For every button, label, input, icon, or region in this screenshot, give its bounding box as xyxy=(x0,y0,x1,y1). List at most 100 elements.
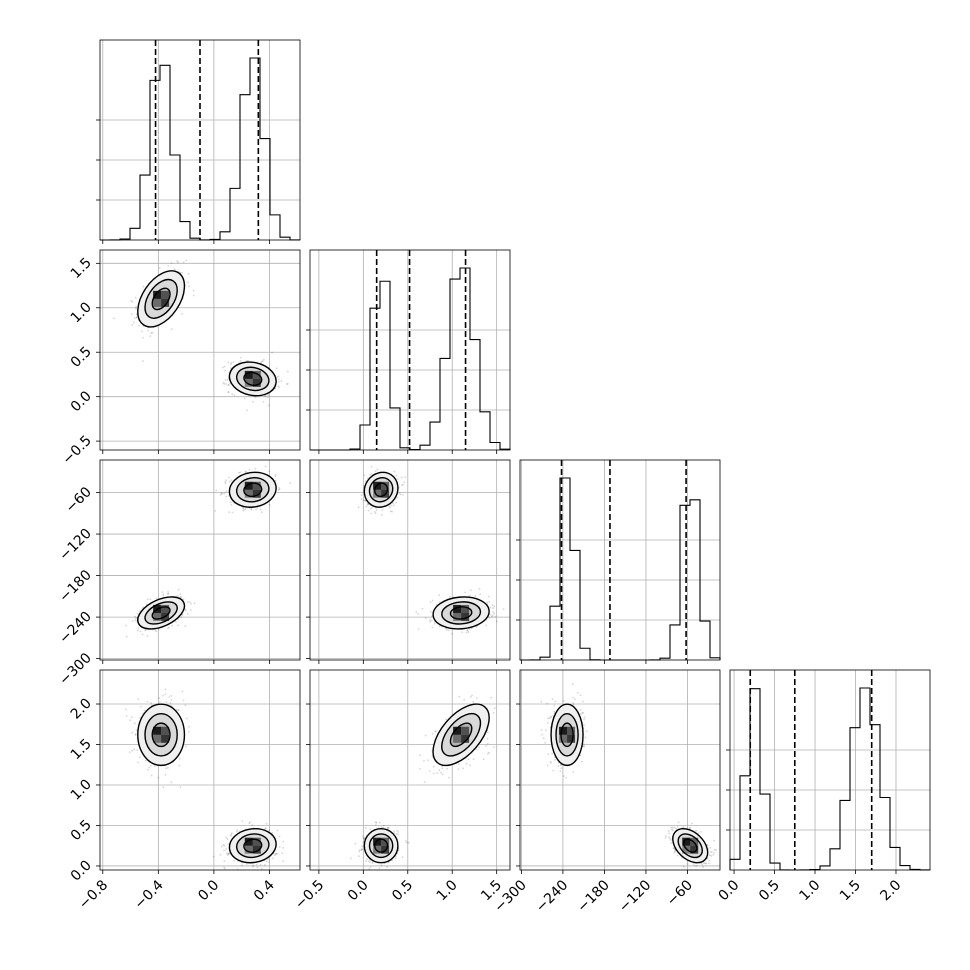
point xyxy=(486,601,488,603)
point xyxy=(397,833,399,835)
point xyxy=(572,702,574,704)
density-cell xyxy=(373,490,381,498)
point xyxy=(278,378,280,380)
point xyxy=(375,512,377,514)
point xyxy=(182,614,184,616)
point xyxy=(552,770,554,772)
scatter-panel-3-4 xyxy=(520,670,720,872)
point xyxy=(375,824,377,826)
point xyxy=(558,765,560,767)
point xyxy=(230,502,232,504)
point xyxy=(372,862,374,864)
point xyxy=(149,335,151,337)
point xyxy=(142,337,144,339)
point xyxy=(381,865,383,867)
point xyxy=(231,393,233,395)
point xyxy=(231,832,233,834)
point xyxy=(168,593,170,595)
scatter-panel-2-3 xyxy=(310,460,513,660)
point xyxy=(586,730,588,732)
point xyxy=(469,595,471,597)
panel-content xyxy=(100,460,300,660)
point xyxy=(488,601,490,603)
point xyxy=(142,360,144,362)
point xyxy=(479,588,481,590)
point xyxy=(478,747,480,749)
point xyxy=(583,719,585,721)
point xyxy=(143,286,145,288)
point xyxy=(125,709,127,711)
point xyxy=(417,613,419,615)
point xyxy=(440,772,442,774)
point xyxy=(220,854,222,856)
point xyxy=(188,273,190,275)
point xyxy=(393,471,395,473)
point xyxy=(268,405,270,407)
point xyxy=(375,471,377,473)
point xyxy=(126,636,128,638)
point xyxy=(488,617,490,619)
point xyxy=(393,504,395,506)
point xyxy=(189,601,191,603)
point xyxy=(268,861,270,863)
point xyxy=(171,699,173,701)
point xyxy=(137,627,139,629)
point xyxy=(183,700,185,702)
point xyxy=(224,860,226,862)
point xyxy=(464,592,466,594)
density-cell xyxy=(461,613,469,621)
point xyxy=(171,625,173,627)
point xyxy=(165,767,167,769)
density-cell xyxy=(245,490,253,498)
point xyxy=(261,511,263,513)
point xyxy=(225,479,227,481)
gridlines xyxy=(103,40,270,240)
point xyxy=(278,487,280,489)
density-cell xyxy=(373,838,381,846)
point xyxy=(429,619,431,621)
point xyxy=(476,749,478,751)
scatter-panel-1-2 xyxy=(100,250,300,450)
density-cell xyxy=(153,299,161,307)
point xyxy=(279,836,281,838)
point xyxy=(585,736,587,738)
point xyxy=(131,324,133,326)
point xyxy=(221,846,223,848)
point xyxy=(361,498,363,500)
point xyxy=(494,707,496,709)
point xyxy=(248,823,250,825)
point xyxy=(236,831,238,833)
point xyxy=(425,735,427,737)
point xyxy=(408,842,410,844)
point xyxy=(248,872,250,874)
point xyxy=(225,383,227,385)
axes-frame xyxy=(310,460,510,660)
scatter-panel-2-4 xyxy=(310,670,510,871)
point xyxy=(131,313,133,315)
point xyxy=(381,826,383,828)
point xyxy=(405,840,407,842)
histogram-panel-2 xyxy=(306,250,510,450)
point xyxy=(370,866,372,868)
density-cell xyxy=(161,727,169,735)
point xyxy=(471,695,473,697)
point xyxy=(279,846,281,848)
point xyxy=(147,701,149,703)
point xyxy=(369,862,371,864)
point xyxy=(363,500,365,502)
point xyxy=(236,829,238,831)
point xyxy=(563,700,565,702)
point xyxy=(251,508,253,510)
point xyxy=(485,745,487,747)
point xyxy=(433,766,435,768)
point xyxy=(167,265,169,267)
point xyxy=(227,379,229,381)
point xyxy=(138,325,140,327)
point xyxy=(177,595,179,597)
point xyxy=(171,262,173,264)
panel-content xyxy=(310,460,513,660)
point xyxy=(462,768,464,770)
point xyxy=(137,630,139,632)
point xyxy=(132,620,134,622)
point xyxy=(230,363,232,365)
